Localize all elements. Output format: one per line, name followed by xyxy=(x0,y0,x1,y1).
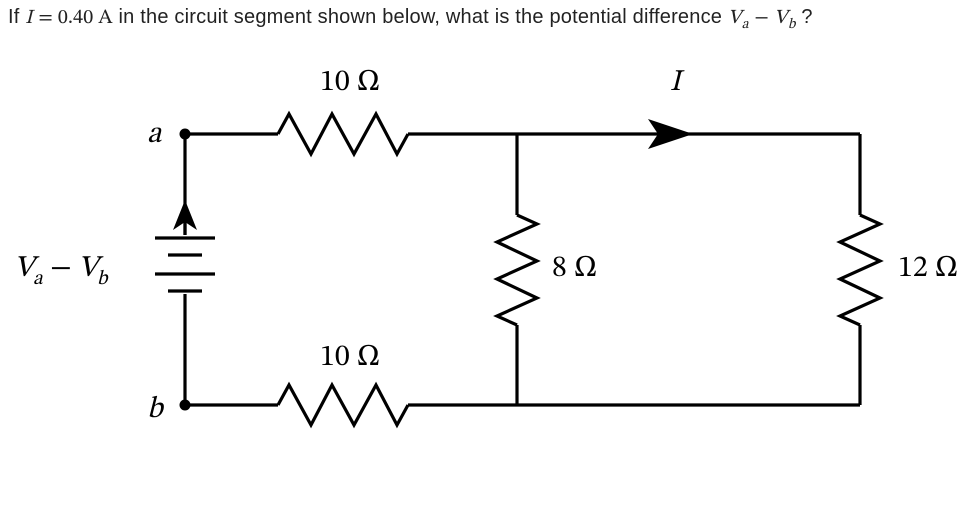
middle-branch xyxy=(497,134,537,405)
q-Va-sub: a xyxy=(742,18,749,32)
resistor-bottom xyxy=(278,385,408,425)
resistor-top xyxy=(278,114,408,154)
q-mid: in the circuit segment shown below, what… xyxy=(119,6,728,28)
label-r-8ohm: 8 Ω xyxy=(552,254,597,284)
node-a-dot xyxy=(180,129,191,140)
circuit-diagram: a b V a − V b I 10 Ω 10 Ω 8 Ω 12 Ω xyxy=(0,40,969,510)
svg-text:a: a xyxy=(33,269,43,289)
resistor-8ohm xyxy=(497,215,537,325)
label-vavb: V a − V b xyxy=(14,254,109,289)
label-r-12ohm: 12 Ω xyxy=(898,254,958,284)
q-eq: = 0.40 A xyxy=(38,8,112,28)
label-a: a xyxy=(147,120,162,150)
battery-branch xyxy=(155,134,215,405)
q-prefix: If xyxy=(8,6,25,28)
bottom-rail xyxy=(185,385,860,425)
q-Va: V xyxy=(728,8,742,28)
label-b: b xyxy=(147,395,165,425)
node-b-dot xyxy=(180,400,191,411)
label-I: I xyxy=(670,68,685,98)
q-Vb-sub: b xyxy=(788,18,796,32)
q-I: I xyxy=(25,8,32,28)
top-rail xyxy=(185,114,860,154)
q-suffix: ? xyxy=(801,6,812,28)
q-Vb: V xyxy=(774,8,788,28)
q-minus: − xyxy=(755,8,775,28)
resistor-12ohm xyxy=(840,215,880,325)
svg-text:−: − xyxy=(50,254,72,284)
question-text: If I = 0.40 A in the circuit segment sho… xyxy=(8,6,813,34)
label-r-top: 10 Ω xyxy=(320,68,380,98)
right-branch xyxy=(840,134,880,405)
label-r-bottom: 10 Ω xyxy=(320,343,380,373)
svg-text:b: b xyxy=(97,269,109,289)
